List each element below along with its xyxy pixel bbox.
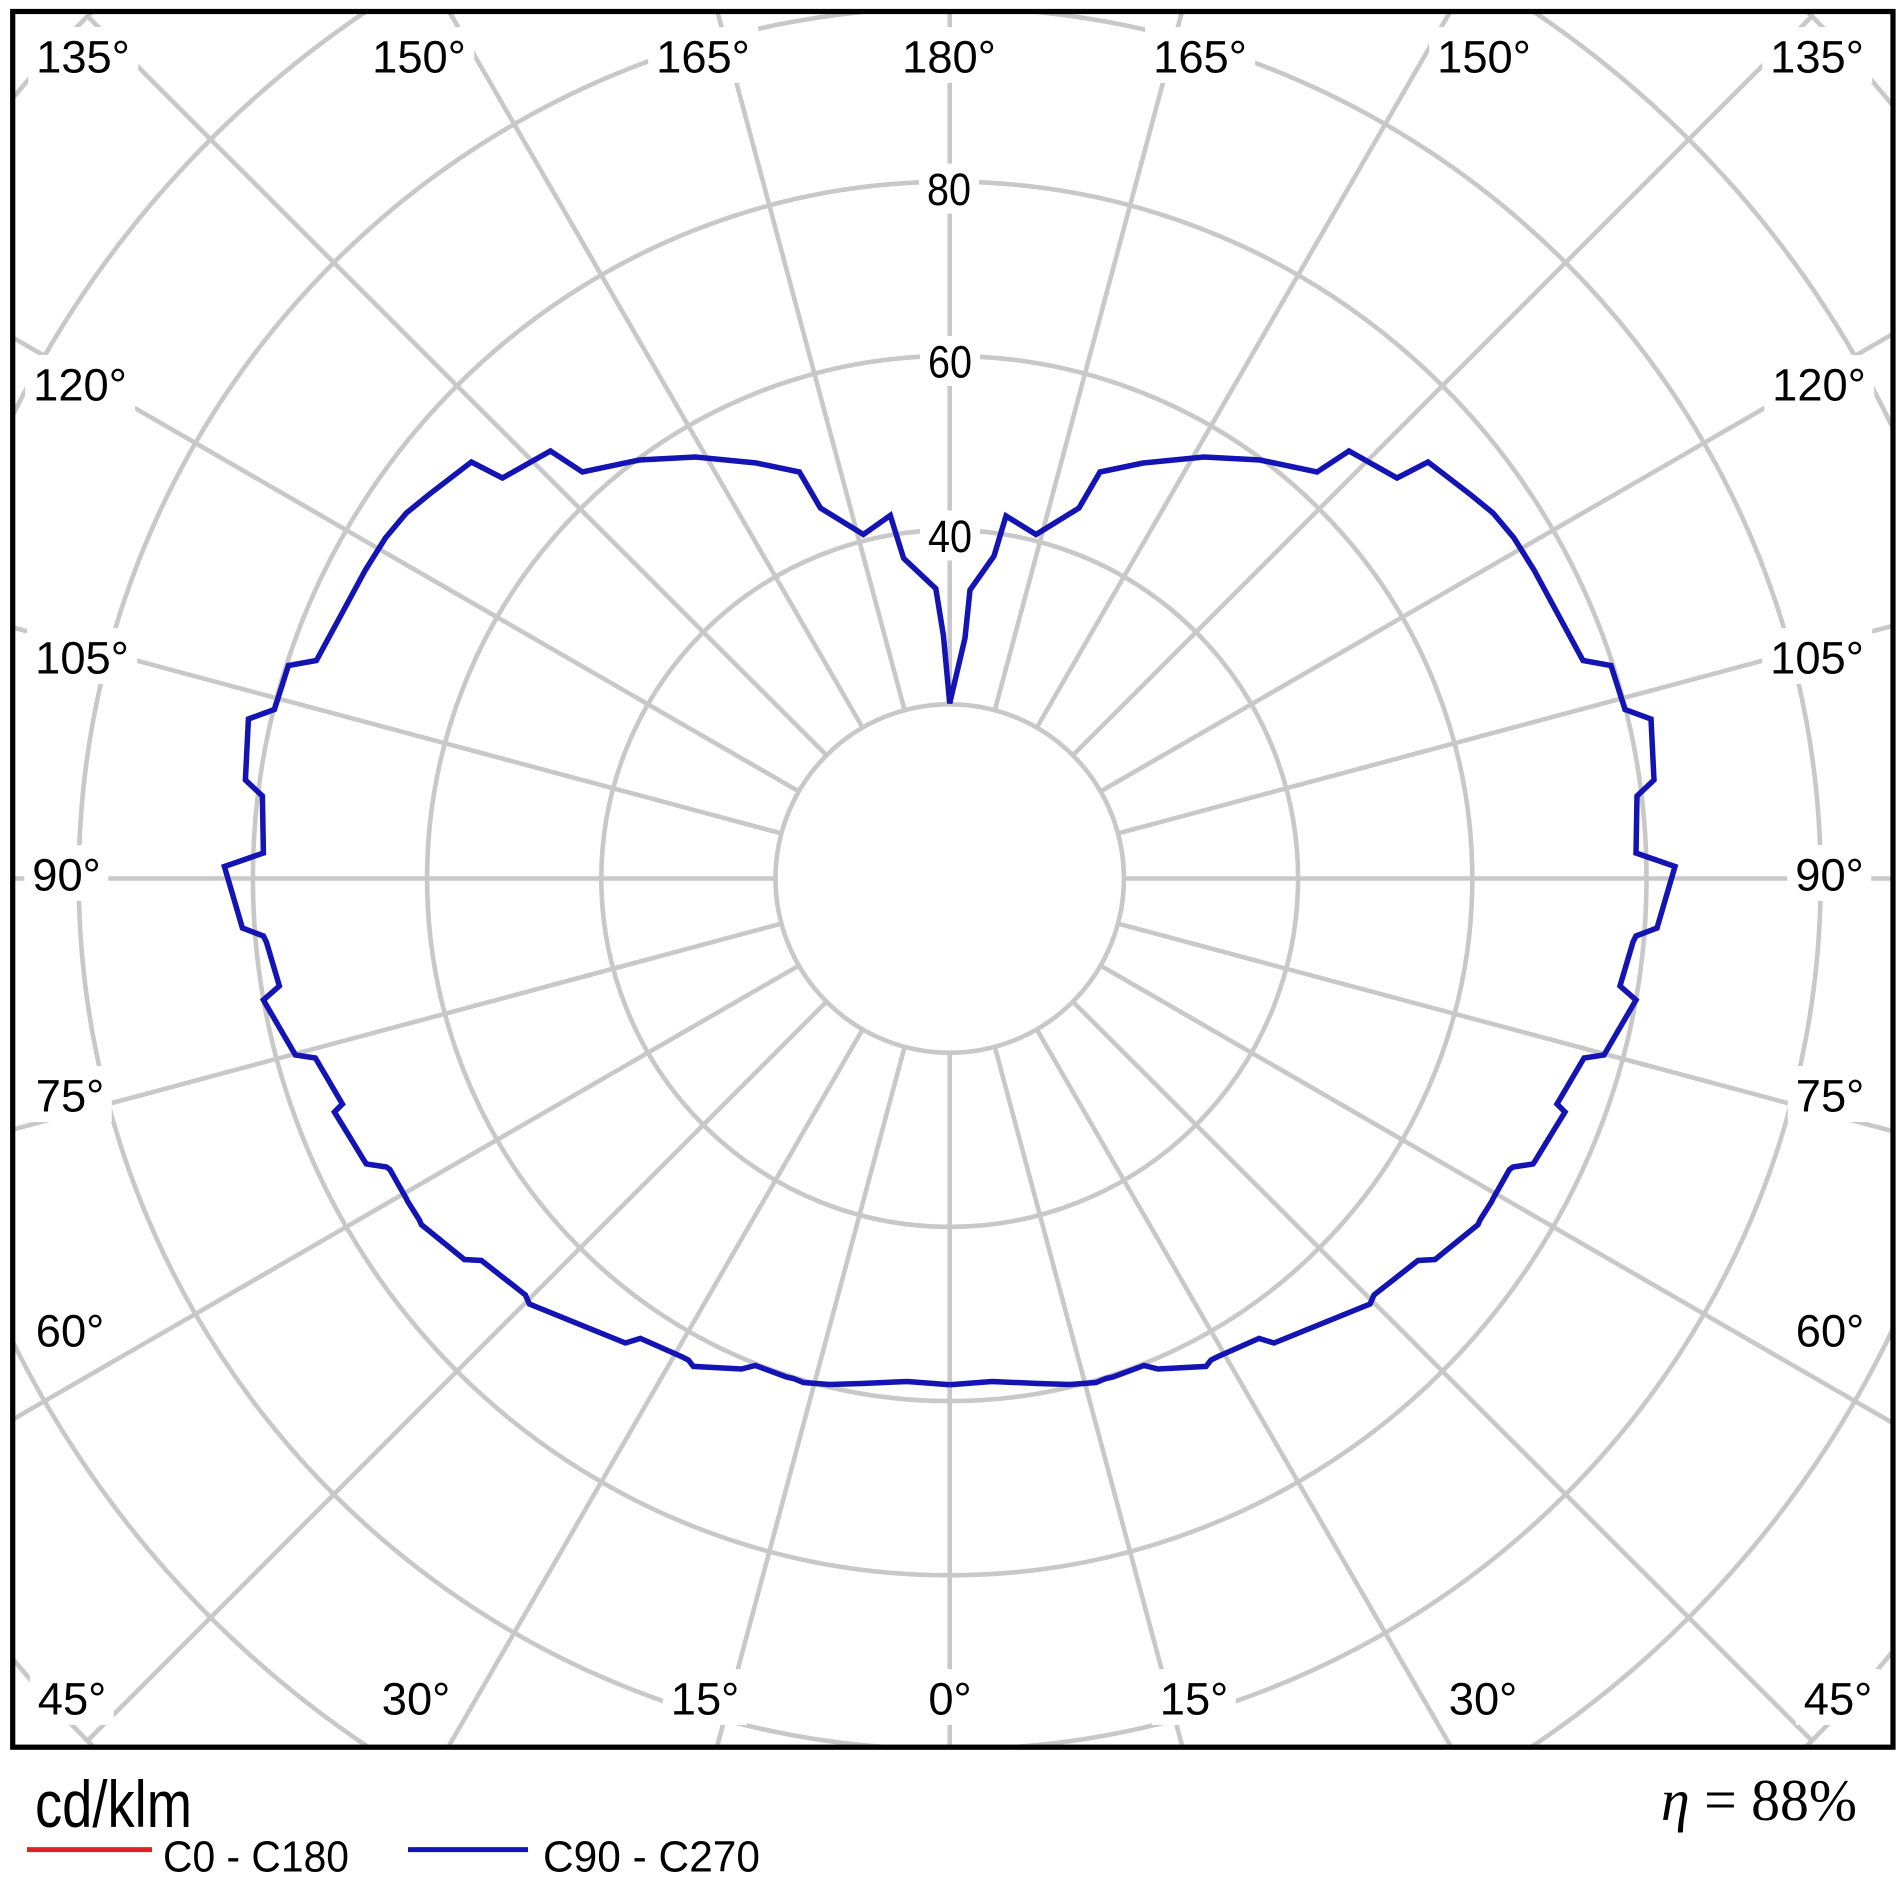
svg-text:40: 40: [928, 511, 972, 562]
svg-text:120°: 120°: [33, 359, 127, 410]
svg-text:90°: 90°: [1795, 849, 1864, 900]
svg-text:45°: 45°: [1804, 1673, 1873, 1724]
svg-text:15°: 15°: [1160, 1673, 1229, 1724]
svg-text:180°: 180°: [902, 31, 996, 82]
svg-text:150°: 150°: [1437, 31, 1531, 82]
svg-text:75°: 75°: [1796, 1070, 1865, 1121]
svg-text:60: 60: [928, 336, 972, 387]
svg-text:105°: 105°: [35, 632, 129, 683]
svg-text:45°: 45°: [38, 1673, 107, 1724]
svg-text:cd/klm: cd/klm: [35, 1767, 192, 1841]
svg-text:165°: 165°: [656, 31, 750, 82]
svg-text:105°: 105°: [1770, 632, 1864, 683]
svg-text:C0 - C180: C0 - C180: [163, 1833, 349, 1881]
svg-text:0°: 0°: [928, 1673, 971, 1724]
svg-text:30°: 30°: [382, 1673, 451, 1724]
svg-text:135°: 135°: [1770, 31, 1864, 82]
svg-text:30°: 30°: [1449, 1673, 1518, 1724]
svg-text:150°: 150°: [372, 31, 466, 82]
svg-text:η = 88%: η = 88%: [1661, 1767, 1857, 1833]
svg-text:75°: 75°: [36, 1070, 105, 1121]
svg-text:90°: 90°: [32, 849, 101, 900]
svg-text:165°: 165°: [1153, 31, 1247, 82]
svg-text:80: 80: [927, 164, 971, 215]
svg-text:60°: 60°: [1796, 1305, 1865, 1356]
svg-text:60°: 60°: [36, 1305, 105, 1356]
svg-text:135°: 135°: [36, 31, 130, 82]
svg-text:120°: 120°: [1772, 359, 1866, 410]
svg-text:C90 - C270: C90 - C270: [543, 1833, 760, 1881]
svg-text:15°: 15°: [671, 1673, 740, 1724]
